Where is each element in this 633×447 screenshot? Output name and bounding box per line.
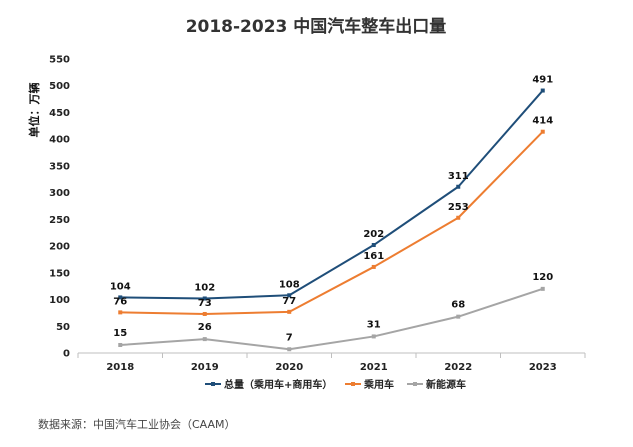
data-label: 311 bbox=[448, 171, 469, 182]
y-tick-label: 400 bbox=[49, 135, 70, 146]
data-point bbox=[540, 129, 545, 134]
data-label: 26 bbox=[198, 322, 212, 333]
data-point bbox=[287, 293, 292, 298]
x-tick-label: 2020 bbox=[275, 362, 303, 373]
series-line bbox=[120, 89, 544, 300]
data-label: 253 bbox=[448, 202, 469, 213]
x-tick-label: 2023 bbox=[529, 362, 557, 373]
y-tick-label: 350 bbox=[49, 161, 70, 172]
data-point bbox=[540, 88, 545, 93]
data-label: 491 bbox=[532, 75, 553, 86]
series-1: 104 102 108 202 311 491 bbox=[110, 75, 553, 301]
x-tick-label: 2021 bbox=[360, 362, 388, 373]
data-point bbox=[456, 215, 461, 220]
source-note: 数据来源：中国汽车工业协会（CAAM） bbox=[38, 418, 236, 431]
y-tick-label: 300 bbox=[49, 188, 70, 199]
y-tick-label: 100 bbox=[49, 295, 70, 306]
data-point bbox=[456, 184, 461, 189]
data-label: 161 bbox=[363, 251, 384, 262]
data-point bbox=[118, 342, 123, 347]
data-label: 102 bbox=[194, 282, 215, 293]
x-tick-label: 2019 bbox=[191, 362, 219, 373]
series-line bbox=[120, 130, 544, 315]
data-point bbox=[371, 243, 376, 248]
y-tick-label: 0 bbox=[63, 349, 70, 360]
data-label: 73 bbox=[198, 298, 212, 309]
y-tick-label: 200 bbox=[49, 242, 70, 253]
data-point bbox=[202, 337, 207, 342]
data-label: 202 bbox=[363, 229, 384, 240]
legend-marker bbox=[211, 382, 215, 386]
series-line bbox=[120, 287, 544, 351]
y-tick-label: 450 bbox=[49, 108, 70, 119]
data-point bbox=[287, 309, 292, 314]
legend-marker bbox=[351, 382, 355, 386]
data-label: 15 bbox=[113, 328, 127, 339]
data-label: 120 bbox=[532, 272, 553, 283]
series-layer: 104 102 108 202 311 491 76 73 77 161 253 414 15 26 7 31… bbox=[110, 75, 553, 352]
data-label: 104 bbox=[110, 281, 131, 292]
legend-label: 乘用车 bbox=[363, 378, 394, 391]
legend-marker bbox=[413, 382, 417, 386]
data-point bbox=[118, 310, 123, 315]
data-point bbox=[202, 311, 207, 316]
y-tick-label: 250 bbox=[49, 215, 70, 226]
legend[interactable]: 总量（乘用车+商用车） 乘用车 新能源车 bbox=[205, 378, 466, 391]
x-tick-label: 2022 bbox=[444, 362, 472, 373]
legend-item-2[interactable]: 乘用车 bbox=[345, 378, 394, 391]
legend-label: 总量（乘用车+商用车） bbox=[224, 378, 332, 391]
legend-item-1[interactable]: 总量（乘用车+商用车） bbox=[205, 378, 332, 391]
data-label: 31 bbox=[367, 319, 381, 330]
data-label: 76 bbox=[113, 296, 127, 307]
y-tick-label: 550 bbox=[49, 55, 70, 66]
data-label: 68 bbox=[451, 300, 465, 311]
legend-label: 新能源车 bbox=[426, 378, 466, 391]
y-tick-label: 150 bbox=[49, 268, 70, 279]
data-label: 7 bbox=[286, 332, 293, 343]
axes: 0 50 100 150 200 250 300 350 400 450 500 550 2018 201… bbox=[49, 55, 586, 373]
data-point bbox=[118, 295, 123, 300]
data-label: 414 bbox=[532, 116, 553, 127]
data-point bbox=[456, 314, 461, 319]
data-point bbox=[371, 334, 376, 339]
series-3: 15 26 7 31 68 120 bbox=[113, 272, 553, 352]
data-point bbox=[540, 286, 545, 291]
y-tick-label: 50 bbox=[56, 322, 70, 333]
y-axis-label: 单位：万辆 bbox=[27, 83, 41, 138]
data-point bbox=[371, 264, 376, 269]
legend-item-3[interactable]: 新能源车 bbox=[407, 378, 466, 391]
chart-title: 2018-2023 中国汽车整车出口量 bbox=[186, 16, 447, 37]
x-tick-label: 2018 bbox=[106, 362, 134, 373]
data-label: 77 bbox=[282, 296, 296, 307]
data-point bbox=[202, 296, 207, 301]
data-point bbox=[287, 347, 292, 352]
data-label: 108 bbox=[279, 279, 300, 290]
series-2: 76 73 77 161 253 414 bbox=[113, 116, 553, 316]
y-tick-label: 500 bbox=[49, 81, 70, 92]
